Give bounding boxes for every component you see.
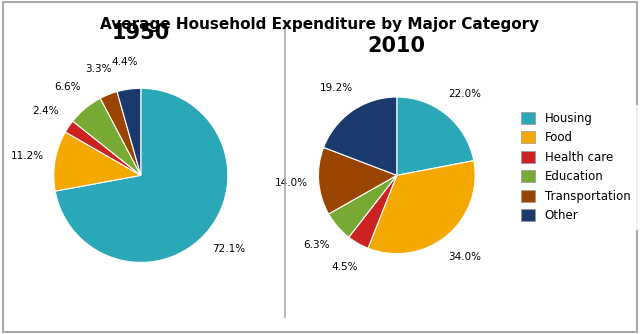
Text: 14.0%: 14.0%	[275, 178, 308, 188]
Wedge shape	[397, 97, 474, 175]
Wedge shape	[349, 175, 397, 248]
Wedge shape	[368, 161, 475, 254]
Text: 22.0%: 22.0%	[448, 89, 481, 99]
Wedge shape	[117, 88, 141, 175]
Text: 3.3%: 3.3%	[85, 64, 111, 74]
Wedge shape	[65, 121, 141, 175]
Title: 2010: 2010	[368, 36, 426, 56]
Wedge shape	[324, 97, 397, 175]
Text: 11.2%: 11.2%	[11, 151, 44, 161]
Legend: Housing, Food, Health care, Education, Transportation, Other: Housing, Food, Health care, Education, T…	[514, 105, 637, 229]
Wedge shape	[55, 88, 228, 263]
Text: 6.6%: 6.6%	[54, 82, 81, 92]
Text: 72.1%: 72.1%	[212, 244, 246, 254]
Wedge shape	[73, 98, 141, 175]
Text: 2.4%: 2.4%	[33, 106, 59, 116]
Title: 1950: 1950	[111, 23, 170, 43]
Wedge shape	[100, 92, 141, 175]
Wedge shape	[319, 147, 397, 214]
Text: 4.4%: 4.4%	[112, 57, 138, 67]
Text: Average Household Expenditure by Major Category: Average Household Expenditure by Major C…	[100, 17, 540, 32]
Text: 19.2%: 19.2%	[320, 83, 353, 93]
Text: 6.3%: 6.3%	[303, 240, 330, 250]
Text: 4.5%: 4.5%	[331, 263, 358, 273]
Wedge shape	[54, 132, 141, 191]
Wedge shape	[328, 175, 397, 237]
Text: 34.0%: 34.0%	[448, 252, 481, 262]
